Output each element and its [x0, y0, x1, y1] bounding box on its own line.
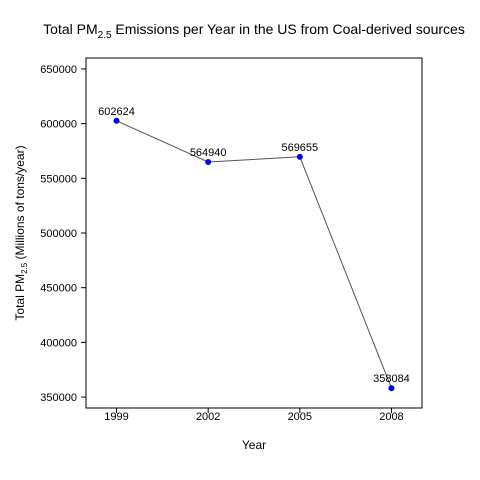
x-tick-label: 1999: [104, 411, 128, 423]
x-axis: 1999 2002 2005 2008: [104, 408, 404, 423]
y-axis: 350000 400000 450000 500000 550000 600000 6500…: [40, 64, 86, 404]
y-axis-label: Total PM2.5 (Millions of tons/year): [13, 145, 29, 320]
x-tick-label: 2005: [288, 411, 312, 423]
y-tick-label: 600000: [40, 119, 77, 131]
series-line: [116, 120, 392, 389]
chart-title-prefix: Total PM: [43, 21, 97, 37]
data-label: 602624: [98, 106, 135, 118]
y-tick-label: 500000: [40, 228, 77, 240]
y-tick-label: 450000: [40, 283, 77, 295]
data-point: [296, 153, 303, 160]
x-axis-label: Year: [242, 438, 266, 452]
chart-title-subscript: 2.5: [98, 30, 112, 41]
chart-title: Total PM2.5 Emissions per Year in the US…: [43, 21, 465, 41]
y-tick-label: 550000: [40, 173, 77, 185]
y-axis-label-suffix: (Millions of tons/year): [13, 145, 27, 262]
data-point: [205, 158, 212, 165]
y-tick-label: 350000: [40, 392, 77, 404]
y-axis-label-prefix: Total PM: [13, 274, 27, 321]
x-tick-label: 2008: [379, 411, 403, 423]
data-label: 569655: [281, 142, 318, 154]
chart-title-suffix: Emissions per Year in the US from Coal-d…: [112, 21, 465, 37]
data-point: [113, 117, 120, 124]
y-axis-label-subscript: 2.5: [20, 262, 29, 274]
x-tick-label: 2002: [196, 411, 220, 423]
y-tick-label: 650000: [40, 64, 77, 76]
y-tick-label: 400000: [40, 337, 77, 349]
data-label: 564940: [190, 147, 227, 159]
data-point: [388, 385, 395, 392]
data-label: 358084: [373, 373, 410, 385]
series: 602624 564940 569655 358084: [98, 106, 410, 392]
